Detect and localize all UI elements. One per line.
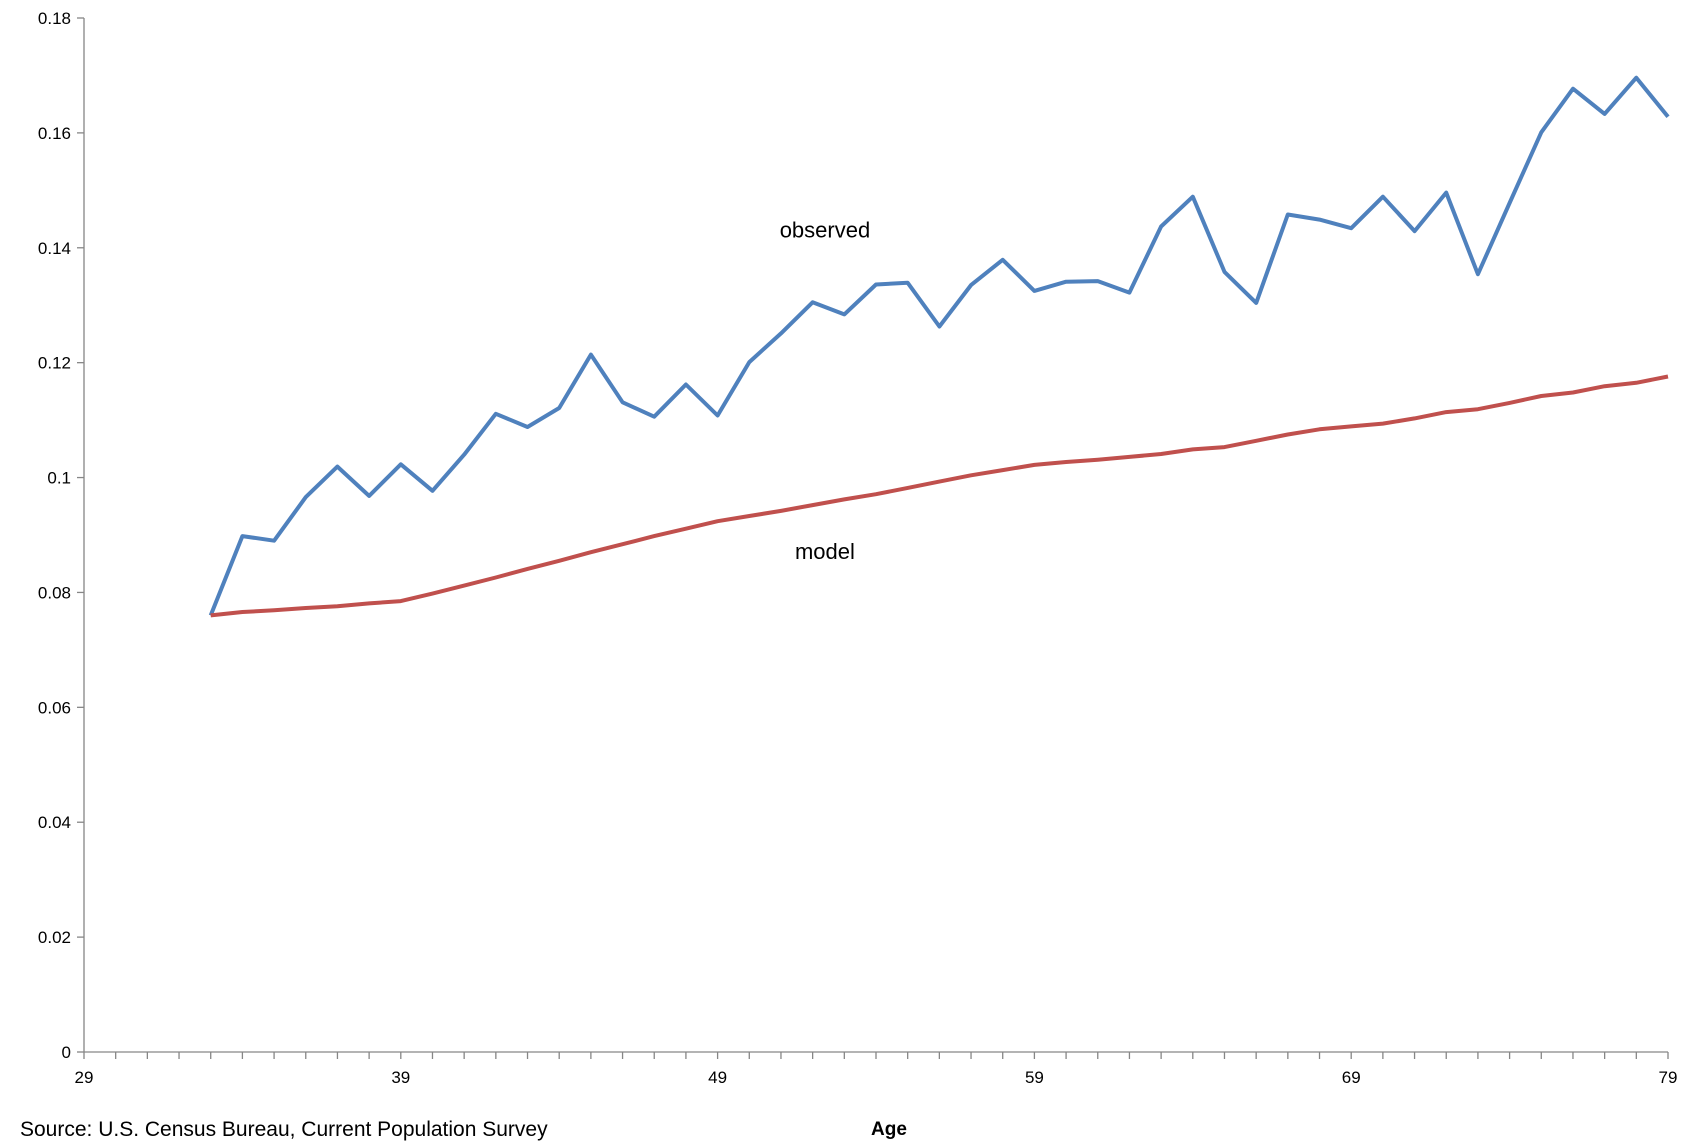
series-label-observed: observed (780, 218, 871, 243)
x-axis-title: Age (871, 1119, 907, 1140)
series-label-model: model (795, 539, 855, 564)
chart-annotations: observed model (780, 218, 871, 565)
x-tick-label: 79 (1659, 1068, 1678, 1087)
x-tick-label: 39 (391, 1068, 410, 1087)
y-tick-label: 0.02 (38, 928, 71, 947)
x-tick-label: 29 (75, 1068, 94, 1087)
chart-axes: 0 0.02 0.04 0.06 0.08 0.1 0.12 0.14 0.16 0.18 29 39… (38, 9, 1678, 1087)
y-tick-label: 0.1 (47, 469, 71, 488)
y-tick-label: 0.14 (38, 239, 71, 258)
y-tick-label: 0.08 (38, 583, 71, 602)
series-line-observed (208, 75, 1670, 617)
chart-series (208, 75, 1670, 618)
x-tick-label: 69 (1342, 1068, 1361, 1087)
series-line-model (210, 374, 1669, 618)
y-tick-label: 0 (62, 1043, 71, 1062)
x-tick-label: 59 (1025, 1068, 1044, 1087)
y-tick-label: 0.06 (38, 698, 71, 717)
y-tick-label: 0.12 (38, 354, 71, 373)
y-tick-label: 0.16 (38, 124, 71, 143)
x-tick-label: 49 (708, 1068, 727, 1087)
y-tick-label: 0.04 (38, 813, 71, 832)
source-note: Source: U.S. Census Bureau, Current Popu… (20, 1118, 548, 1141)
y-tick-label: 0.18 (38, 9, 71, 28)
